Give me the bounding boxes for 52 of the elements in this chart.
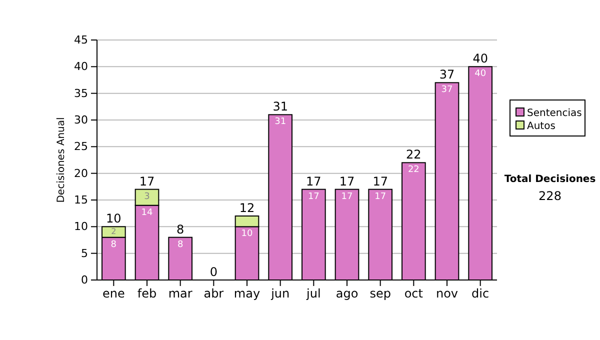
total-label: 17: [306, 174, 322, 188]
data-label: 10: [241, 229, 253, 240]
y-tick-label: 20: [74, 166, 88, 180]
y-tick-label: 0: [81, 274, 88, 287]
total-label: 40: [472, 52, 488, 66]
x-tick-label: feb: [137, 286, 157, 301]
x-tick-label: mar: [168, 286, 192, 301]
y-tick-label: 35: [74, 86, 88, 100]
y-tick-label: 45: [74, 34, 88, 47]
legend-label: Sentencias: [527, 108, 582, 119]
data-label: 14: [141, 208, 153, 218]
x-tick-label: sep: [370, 286, 391, 301]
data-label: 31: [274, 117, 286, 128]
total-label: 8: [176, 222, 184, 236]
total-label: 22: [406, 148, 422, 162]
total-label: 17: [339, 174, 355, 188]
total-label: 37: [439, 68, 455, 82]
x-tick-label: dic: [472, 286, 490, 301]
total-label: 17: [372, 174, 388, 188]
data-label: 3: [144, 192, 150, 202]
y-tick-label: 10: [74, 220, 88, 234]
text: Total Decisiones: [504, 174, 596, 185]
y-tick-label: 40: [74, 60, 88, 74]
data-label: 40: [474, 69, 486, 80]
data-label: 2: [111, 227, 116, 236]
data-label: 8: [177, 240, 184, 250]
x-tick-label: may: [234, 286, 260, 301]
legend-label: Autos: [527, 121, 556, 132]
y-tick-label: 15: [74, 194, 88, 207]
x-tick-label: abr: [204, 286, 224, 301]
x-tick-label: jun: [270, 286, 290, 301]
x-tick-label: jul: [306, 286, 321, 301]
data-label: 37: [441, 85, 453, 96]
total-label: 31: [272, 100, 288, 114]
y-axis-title: Decisiones Anual: [56, 117, 67, 203]
total-label: 0: [210, 265, 218, 279]
data-label: 17: [374, 192, 386, 202]
data-label: 17: [308, 192, 320, 202]
x-tick-label: ago: [336, 286, 358, 301]
x-tick-label: oct: [404, 286, 424, 301]
data-label: 17: [341, 192, 353, 202]
x-tick-label: nov: [436, 286, 458, 301]
total-label: 10: [106, 212, 122, 226]
text: 228: [538, 189, 562, 203]
y-tick-label: 30: [74, 114, 88, 127]
x-tick-label: ene: [102, 286, 125, 301]
total-label: 17: [139, 174, 155, 188]
data-label: 22: [408, 165, 420, 176]
y-tick-label: 25: [74, 140, 88, 154]
data-label: 8: [110, 240, 117, 250]
y-tick-label: 5: [81, 246, 88, 260]
total-label: 12: [239, 201, 255, 215]
